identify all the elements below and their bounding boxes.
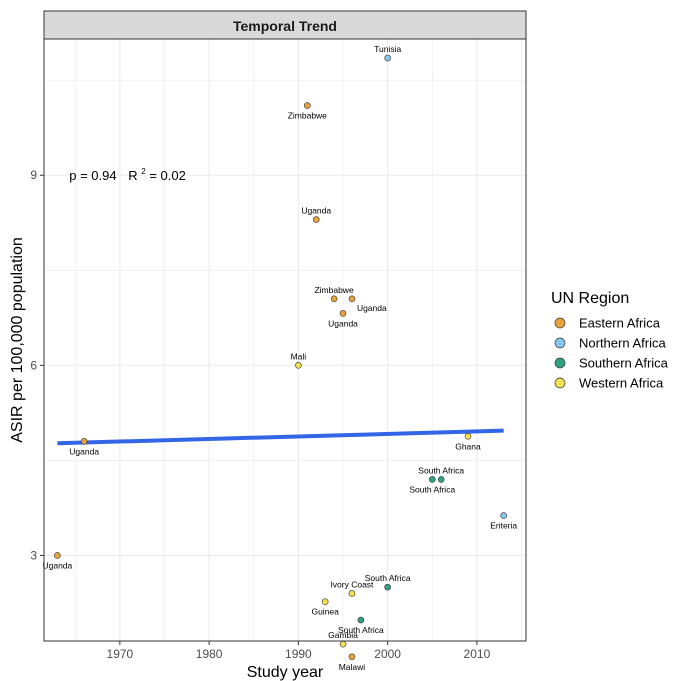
r-squared-prefix: R xyxy=(128,168,137,183)
x-tick-label: 2000 xyxy=(374,647,401,661)
point-label: Zimbabwe xyxy=(314,285,353,295)
point-label: Gambia xyxy=(328,630,358,640)
data-point xyxy=(295,362,302,369)
point-label: Ghana xyxy=(455,441,481,451)
plot-panel xyxy=(44,39,526,641)
plot-panel-border xyxy=(43,38,527,642)
point-label: South Africa xyxy=(338,625,384,635)
legend-key xyxy=(554,377,566,389)
data-point xyxy=(437,476,445,483)
legend: UN Region Eastern Africa Northern Africa S… xyxy=(551,290,669,391)
chart-title: Temporal Trend xyxy=(233,18,337,34)
point-label: Tunisia xyxy=(374,44,401,54)
data-point xyxy=(339,640,347,648)
point-label: Ivory Coast xyxy=(330,579,374,589)
legend-key xyxy=(554,337,566,349)
legend-label: Northern Africa xyxy=(579,336,666,351)
data-point xyxy=(348,653,356,661)
point-label: Mali xyxy=(291,351,307,361)
axes: 1970 1980 1990 2000 2010 3 6 9 xyxy=(30,168,490,661)
trend-line xyxy=(57,428,504,446)
data-point xyxy=(312,216,320,223)
legend-label: Eastern Africa xyxy=(579,316,661,331)
data-point xyxy=(304,102,311,109)
point-label: Uganda xyxy=(69,446,99,456)
x-tick-label: 1990 xyxy=(285,647,312,661)
data-point xyxy=(348,295,356,303)
point-label: Uganda xyxy=(357,303,387,313)
data-point xyxy=(500,512,507,519)
x-axis-title: Study year xyxy=(247,664,324,681)
legend-title: UN Region xyxy=(551,290,629,307)
r-squared-superscript: 2 xyxy=(141,167,146,176)
point-label: Eriteria xyxy=(490,521,517,531)
legend-key xyxy=(554,357,566,369)
p-value-text: p = 0.94 xyxy=(69,168,116,183)
data-point xyxy=(384,583,391,591)
x-tick-label: 2010 xyxy=(464,647,491,661)
data-point xyxy=(464,433,472,440)
data-point xyxy=(54,552,61,559)
data-point xyxy=(428,476,436,483)
point-label: South Africa xyxy=(365,573,411,583)
facet-strip xyxy=(43,10,527,40)
data-point xyxy=(357,616,365,624)
stats-annotation: p = 0.94 R 2 = 0.02 xyxy=(69,162,186,183)
point-label: Guinea xyxy=(311,607,339,617)
point-label: Zimbabwe xyxy=(288,111,327,121)
data-point xyxy=(384,54,391,62)
point-label: Uganda xyxy=(328,318,358,328)
point-label: South Africa xyxy=(409,484,455,494)
y-tick-label: 3 xyxy=(30,548,37,562)
data-point xyxy=(80,438,88,445)
point-label: South Africa xyxy=(418,465,464,475)
point-label: Uganda xyxy=(42,560,72,570)
x-tick-label: 1980 xyxy=(196,647,223,661)
data-point xyxy=(339,310,347,317)
y-axis-title: ASIR per 100,000 population xyxy=(9,237,26,442)
data-point xyxy=(321,598,329,606)
data-points: Tunisia Zimbabwe Uganda Zimbabwe Uganda Ugand… xyxy=(42,44,517,672)
y-tick-label: 6 xyxy=(30,358,37,372)
point-label: Uganda xyxy=(301,206,331,216)
legend-key xyxy=(554,317,566,329)
grid-lines xyxy=(44,39,526,641)
legend-label: Western Africa xyxy=(579,376,664,391)
data-point xyxy=(348,590,356,597)
legend-label: Southern Africa xyxy=(579,356,669,371)
x-tick-label: 1970 xyxy=(107,647,134,661)
data-point xyxy=(330,295,338,303)
r-squared-value: = 0.02 xyxy=(149,168,186,183)
point-label: Malawi xyxy=(339,662,366,672)
y-tick-label: 9 xyxy=(30,168,37,182)
